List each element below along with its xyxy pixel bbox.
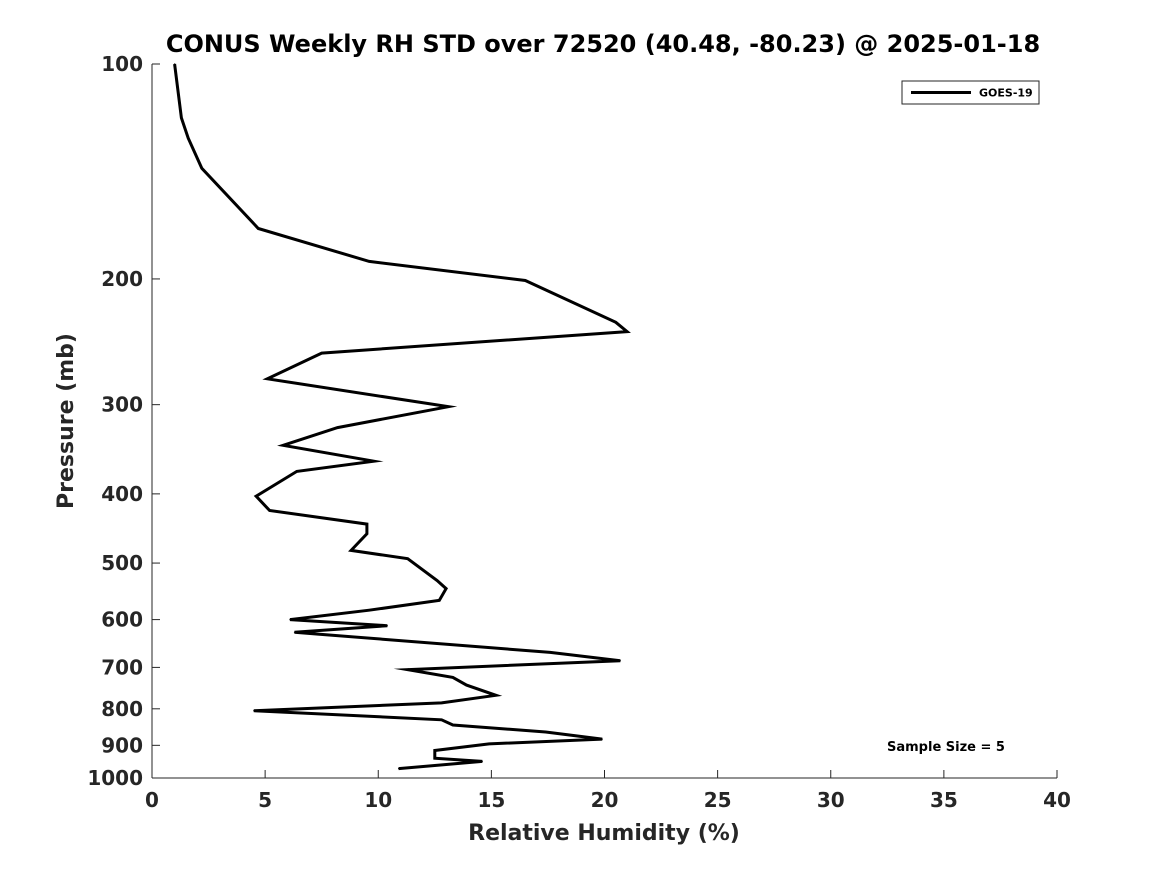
data-point bbox=[488, 743, 490, 745]
x-tick-label: 25 bbox=[704, 788, 732, 812]
data-point bbox=[447, 406, 449, 408]
data-point bbox=[615, 321, 617, 323]
chart-title: CONUS Weekly RH STD over 72520 (40.48, -… bbox=[166, 30, 1040, 58]
y-tick-label: 800 bbox=[101, 697, 143, 721]
data-point bbox=[441, 719, 443, 721]
data-point bbox=[255, 495, 257, 497]
plot-axes bbox=[151, 64, 1057, 779]
data-point bbox=[296, 470, 298, 472]
data-point bbox=[436, 579, 438, 582]
data-point bbox=[619, 660, 621, 662]
y-tick-label: 200 bbox=[101, 267, 143, 291]
data-point bbox=[545, 731, 547, 733]
data-point bbox=[257, 227, 259, 230]
y-axis-label: Pressure (mb) bbox=[54, 333, 79, 509]
legend-label-goes-19: GOES-19 bbox=[979, 87, 1033, 100]
data-point bbox=[266, 378, 268, 380]
x-tick-label: 40 bbox=[1043, 788, 1071, 812]
data-point bbox=[350, 549, 352, 552]
data-point bbox=[438, 599, 440, 602]
data-point bbox=[626, 331, 628, 333]
series-layer bbox=[173, 63, 631, 771]
data-point bbox=[398, 768, 400, 770]
x-tick-label: 5 bbox=[258, 788, 272, 812]
data-point bbox=[336, 427, 339, 429]
x-axis-ticks: 0 5 10 15 20 25 30 35 40 bbox=[145, 770, 1071, 812]
y-tick-label: 400 bbox=[101, 482, 143, 506]
data-point bbox=[187, 137, 189, 139]
data-point bbox=[180, 117, 182, 119]
data-point bbox=[452, 724, 454, 726]
y-axis-ticks: 100 200 300 400 500 600 700 800 900 1000 bbox=[87, 52, 160, 790]
y-tick-label: 600 bbox=[101, 608, 143, 632]
data-point bbox=[368, 260, 370, 262]
sample-size-annotation: Sample Size = 5 bbox=[887, 740, 1005, 755]
data-point bbox=[441, 702, 443, 704]
y-tick-label: 1000 bbox=[87, 766, 143, 790]
data-point bbox=[282, 444, 284, 446]
data-point bbox=[465, 684, 468, 686]
data-point bbox=[601, 738, 603, 740]
data-point bbox=[434, 757, 436, 759]
data-point bbox=[481, 760, 483, 763]
data-point bbox=[407, 558, 409, 560]
x-tick-label: 30 bbox=[817, 788, 845, 812]
x-tick-label: 15 bbox=[477, 788, 505, 812]
x-tick-label: 35 bbox=[930, 788, 958, 812]
data-point bbox=[201, 167, 203, 169]
y-tick-label: 100 bbox=[101, 52, 143, 76]
x-tick-label: 0 bbox=[145, 788, 159, 812]
data-point bbox=[549, 651, 551, 654]
x-axis-label: Relative Humidity (%) bbox=[468, 821, 740, 846]
y-tick-label: 500 bbox=[101, 551, 143, 575]
data-point bbox=[289, 619, 291, 621]
series-line-goes-19 bbox=[173, 63, 631, 771]
data-point bbox=[373, 460, 375, 462]
data-point bbox=[495, 694, 497, 696]
data-point bbox=[321, 352, 323, 354]
data-point bbox=[445, 588, 447, 590]
y-tick-label: 300 bbox=[101, 393, 143, 417]
data-point bbox=[452, 676, 454, 679]
data-point bbox=[368, 609, 370, 611]
legend: GOES-19 bbox=[901, 80, 1040, 105]
x-tick-label: 10 bbox=[364, 788, 392, 812]
data-point bbox=[293, 631, 296, 633]
y-tick-label: 900 bbox=[101, 733, 143, 757]
data-point bbox=[434, 749, 436, 752]
y-tick-label: 700 bbox=[101, 655, 143, 679]
x-tick-label: 20 bbox=[591, 788, 619, 812]
data-point bbox=[366, 523, 368, 525]
data-point bbox=[366, 533, 368, 535]
data-point bbox=[253, 710, 255, 712]
data-point bbox=[407, 669, 409, 671]
data-point bbox=[174, 63, 176, 65]
data-point bbox=[386, 625, 388, 627]
data-point bbox=[524, 279, 526, 282]
data-point bbox=[269, 509, 271, 512]
